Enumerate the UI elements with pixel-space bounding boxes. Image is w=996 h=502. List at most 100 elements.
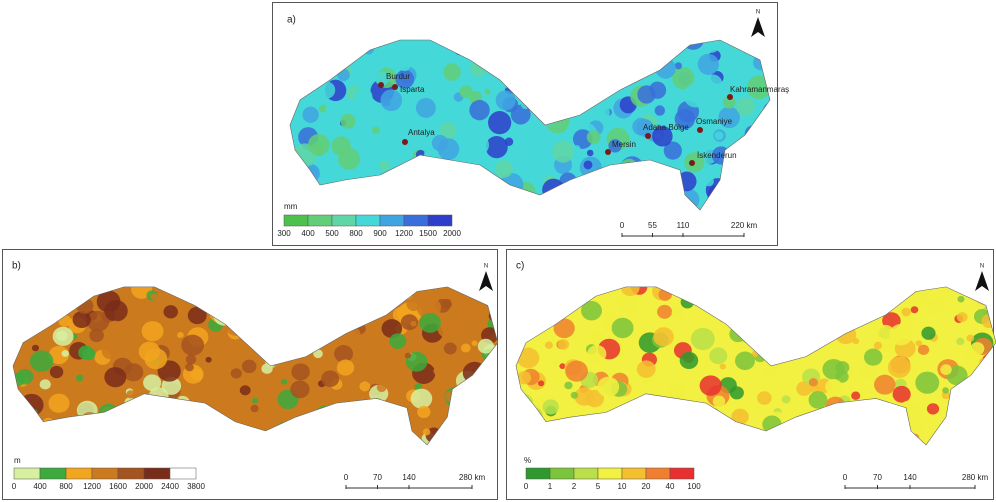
map-patch — [460, 85, 473, 98]
map-patch — [109, 321, 121, 332]
map-patch — [495, 160, 513, 178]
map-patch — [709, 347, 727, 364]
map-patch — [417, 406, 430, 418]
map-patch — [655, 105, 665, 115]
map-patch — [126, 390, 135, 398]
map-patch — [468, 134, 489, 155]
place-dot — [605, 149, 611, 155]
legend-swatch — [284, 215, 308, 226]
legend-swatch — [40, 468, 66, 479]
map-patch — [325, 105, 332, 112]
legend-label: 400 — [33, 482, 47, 491]
map-patch — [597, 377, 619, 397]
map-patch — [704, 177, 714, 187]
map-patch — [735, 352, 755, 371]
place-dot — [697, 127, 703, 133]
map-patch — [321, 370, 339, 387]
map-patch — [901, 308, 911, 317]
map-patch — [205, 357, 211, 363]
legend-label: 2000 — [135, 482, 153, 491]
legend-unit: % — [524, 456, 531, 465]
legend-label: 0 — [524, 482, 529, 491]
map-patch — [443, 63, 460, 80]
place-dot — [689, 160, 695, 166]
map-patch — [926, 297, 945, 315]
legend-swatch — [14, 468, 40, 479]
map-patch — [653, 327, 674, 346]
map-patch — [864, 349, 882, 366]
map-patch — [461, 344, 471, 353]
map-patch — [763, 369, 774, 379]
map-patch — [142, 321, 164, 341]
map-patch — [372, 126, 380, 134]
legend-swatch — [380, 215, 404, 226]
scale-label: 70 — [873, 473, 882, 482]
place-label: Mersin — [612, 140, 636, 149]
map-patch — [398, 58, 411, 71]
map-patch — [543, 399, 559, 414]
map-patch — [564, 382, 572, 390]
legend-label: 1200 — [83, 482, 101, 491]
map-patch — [423, 428, 431, 435]
map-patch — [874, 342, 882, 350]
legend-label: 0 — [12, 482, 17, 491]
map-patch — [957, 312, 968, 322]
scale-label: 70 — [373, 473, 382, 482]
place-label: Osmaniye — [696, 117, 733, 126]
map-patch — [30, 350, 53, 372]
north-label: N — [484, 264, 488, 270]
legend-swatch — [598, 468, 622, 479]
legend-swatch — [646, 468, 670, 479]
map-patch — [700, 375, 722, 395]
map-patch — [448, 101, 463, 116]
map-patch — [469, 100, 489, 120]
map-patch — [389, 333, 406, 349]
legend-swatch — [550, 468, 574, 479]
legend-label: 900 — [373, 229, 387, 238]
legend-label: 500 — [325, 229, 339, 238]
map-patch — [302, 107, 318, 123]
map-patch — [698, 54, 719, 75]
legend-swatch — [574, 468, 598, 479]
map-patch — [852, 338, 859, 344]
map-patch — [377, 383, 387, 392]
map-patch — [496, 90, 516, 110]
scale-label: 0 — [620, 221, 625, 230]
map-panel: c)N%0125102040100070140280 km — [506, 250, 996, 500]
map-patch — [354, 88, 373, 107]
map-patch — [281, 379, 287, 385]
scale-label: 280 km — [459, 473, 486, 482]
map-patch — [528, 133, 546, 151]
legend-swatch — [66, 468, 92, 479]
map-patch — [782, 395, 791, 403]
place-dot — [645, 133, 651, 139]
panel-label: a) — [287, 15, 296, 26]
legend-label: 20 — [642, 482, 651, 491]
legend-label: 1200 — [395, 229, 413, 238]
map-patch — [291, 363, 310, 380]
map-patch — [715, 131, 724, 140]
map-patch — [911, 306, 919, 313]
map-patch — [565, 361, 588, 382]
map-patch — [587, 150, 594, 157]
map-patch — [416, 98, 436, 118]
map-patch — [915, 372, 939, 394]
map-patch — [851, 392, 860, 400]
legend-swatch — [526, 468, 550, 479]
map-patch — [584, 160, 593, 169]
map-patch — [380, 89, 402, 111]
map-patch — [940, 364, 952, 375]
place-dot — [402, 139, 408, 145]
map-patch — [587, 345, 606, 363]
map-patch — [877, 325, 895, 341]
map-patch — [966, 334, 974, 341]
map-patch — [704, 75, 722, 93]
map-patch — [473, 67, 479, 73]
map-patch — [438, 138, 460, 160]
map-patch — [694, 142, 702, 150]
map-patch — [433, 367, 442, 375]
legend-label: 3800 — [187, 482, 205, 491]
legend-label: 2400 — [161, 482, 179, 491]
legend-label: 5 — [596, 482, 601, 491]
